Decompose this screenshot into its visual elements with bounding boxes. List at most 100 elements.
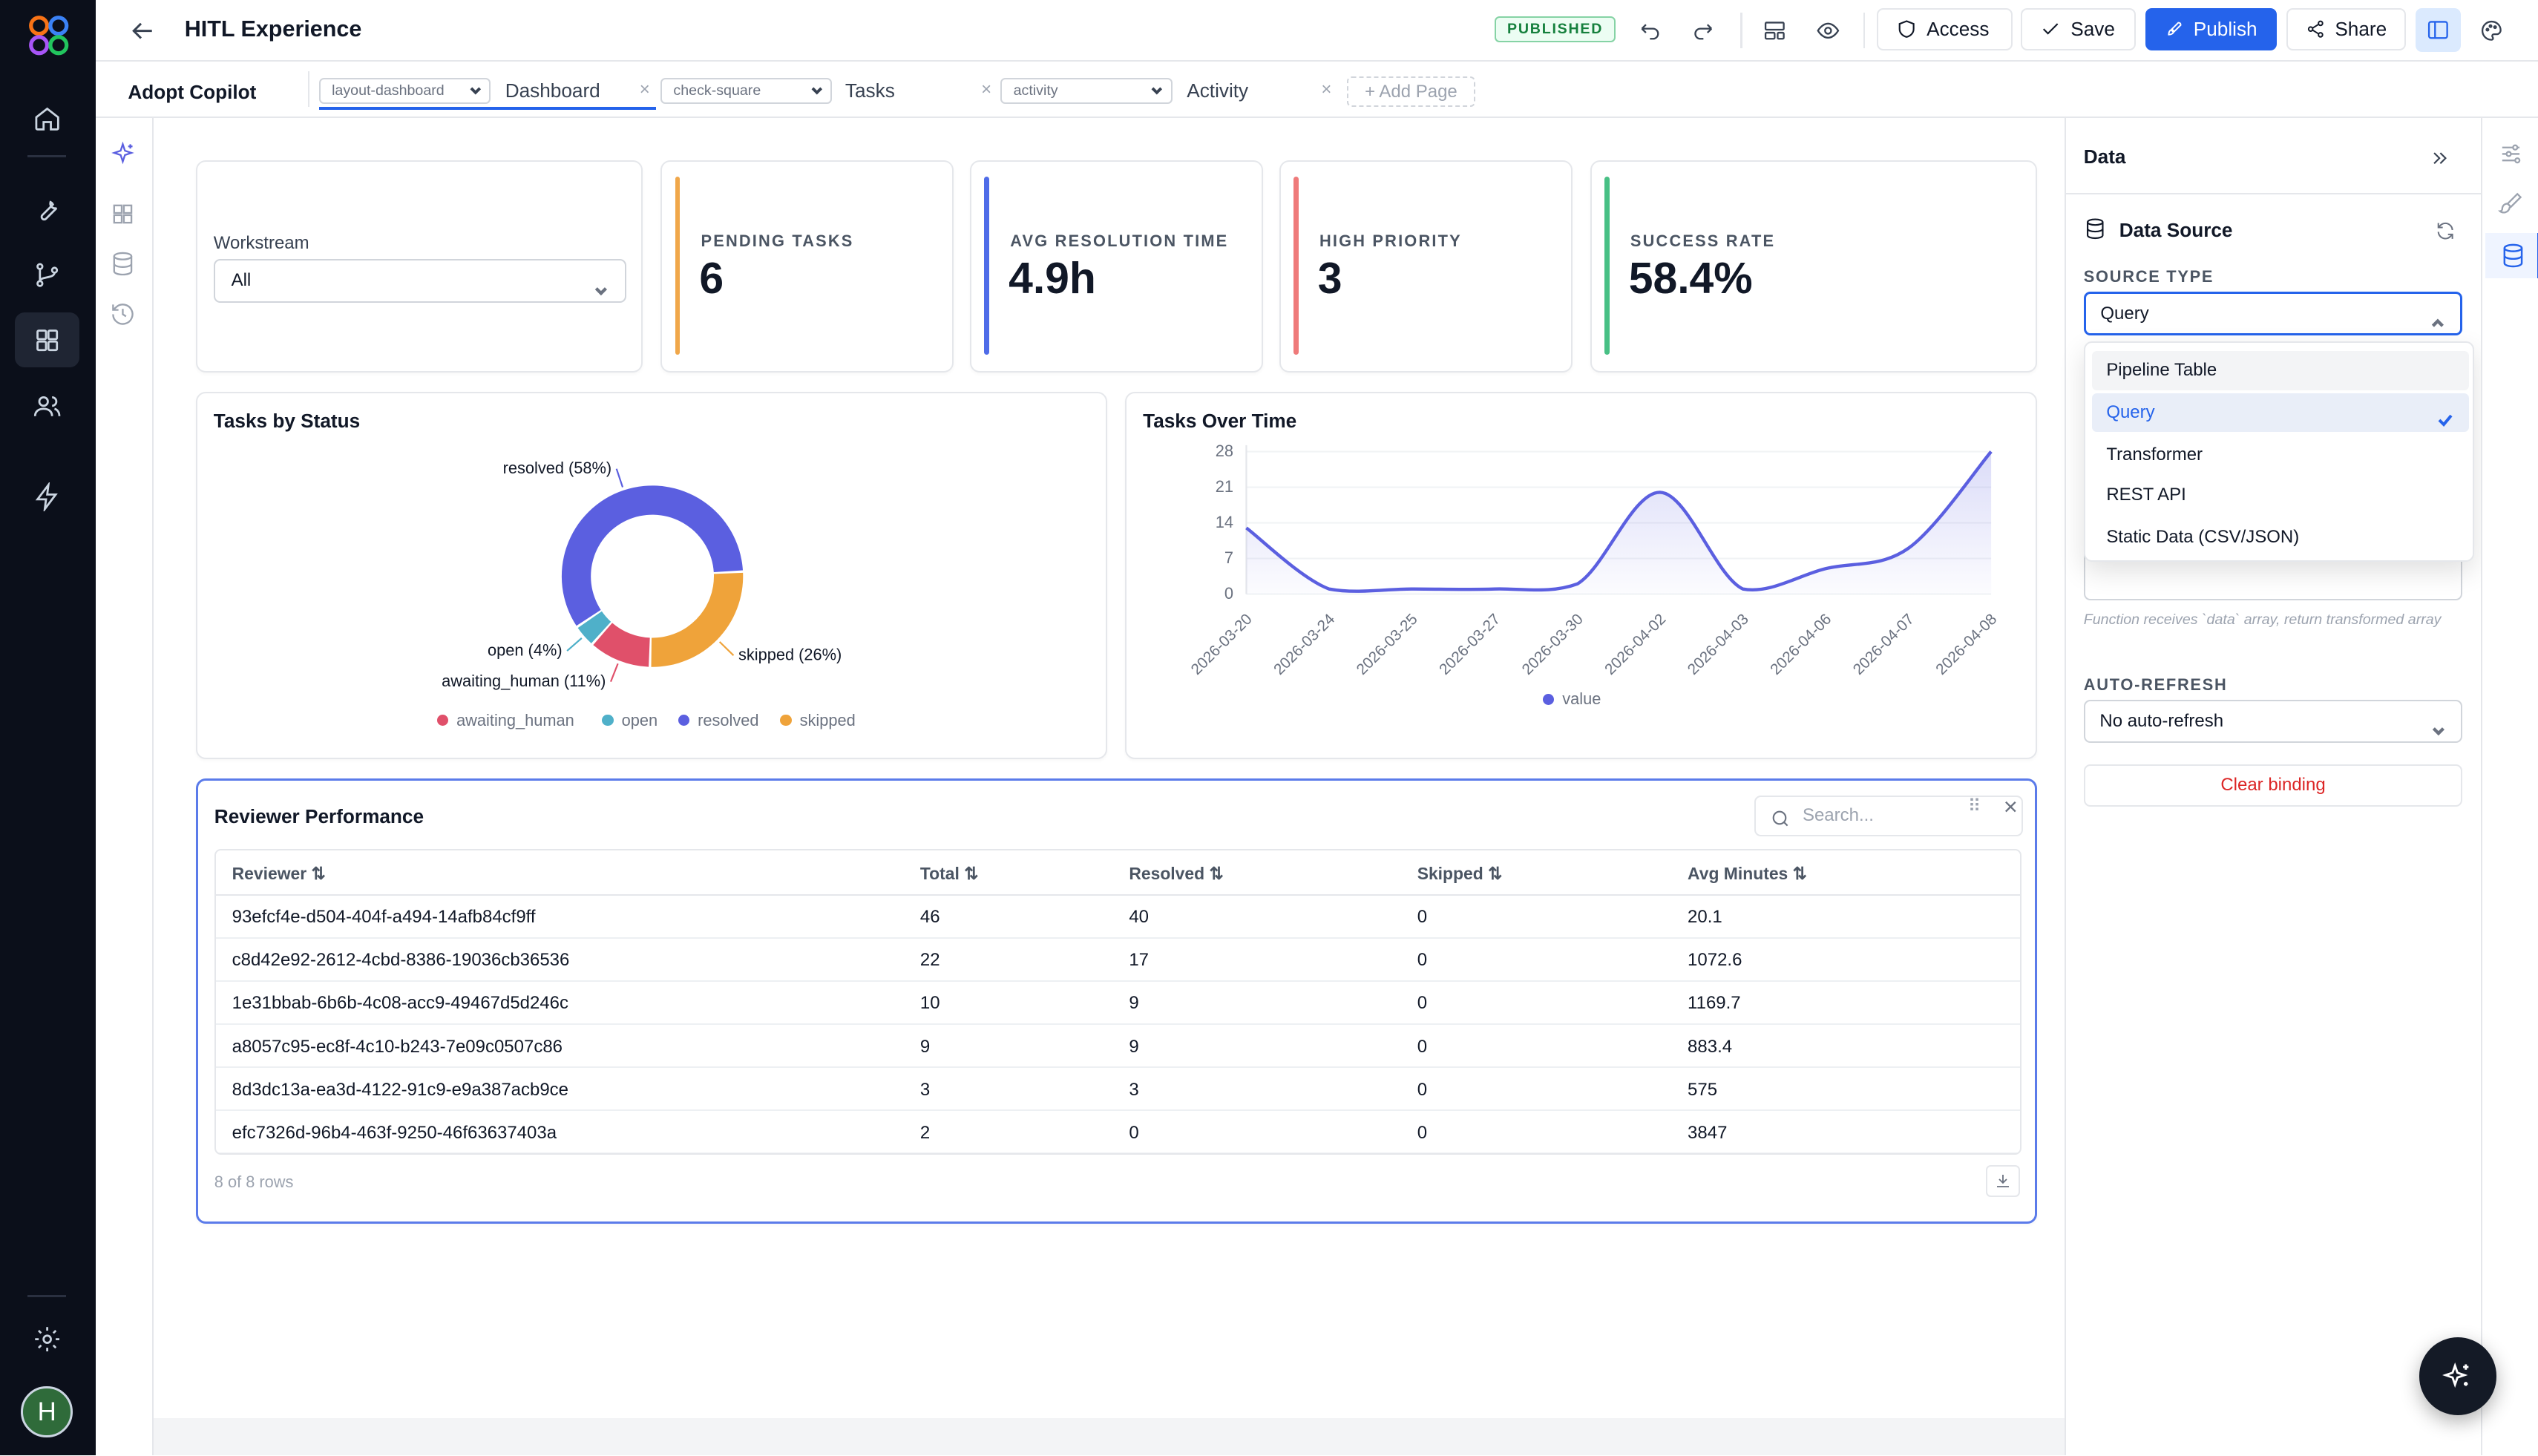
save-button[interactable]: Save xyxy=(2020,7,2136,50)
column-header-reviewer[interactable]: Reviewer ⇅ xyxy=(232,863,326,883)
source-type-select[interactable]: Query xyxy=(2083,291,2463,335)
add-page-button[interactable]: + Add Page xyxy=(1347,76,1475,107)
git-branch-icon[interactable] xyxy=(27,256,66,295)
pie-slice-open[interactable] xyxy=(577,611,611,643)
download-button[interactable] xyxy=(1985,1164,2020,1198)
tab-icon-select[interactable]: layout-dashboard xyxy=(318,77,491,104)
kpi-card-high-priority[interactable]: HIGH PRIORITY 3 xyxy=(1279,160,1573,373)
ai-assistant-fab[interactable] xyxy=(2419,1337,2497,1415)
user-avatar[interactable]: H xyxy=(21,1386,73,1438)
table-row[interactable]: c8d42e92-2612-4cbd-8386-19036cb36536 22 17… xyxy=(215,939,2020,982)
table-row[interactable]: a8057c95-ec8f-4c10-b243-7e09c0507c86 9 9 0 8… xyxy=(215,1025,2020,1069)
chart-title: Tasks Over Time xyxy=(1143,409,1297,432)
refresh-icon[interactable] xyxy=(2435,219,2458,242)
palette-icon[interactable] xyxy=(2476,15,2508,47)
table-cell: 1e31bbab-6b6b-4c08-acc9-49467d5d246c xyxy=(232,993,569,1014)
undo-icon[interactable] xyxy=(1633,15,1666,47)
tasks-over-time-card[interactable]: Tasks Over Time 0 7 14 21 28 2026-03-20 2026-0… xyxy=(1125,391,2038,761)
database-icon[interactable] xyxy=(110,251,139,280)
auto-refresh-select[interactable]: No auto-refresh xyxy=(2083,699,2463,744)
data-tab-active[interactable] xyxy=(2485,233,2538,279)
legend-item[interactable]: awaiting_human xyxy=(436,711,574,730)
dropdown-option-transformer[interactable]: Transformer xyxy=(2106,444,2203,465)
transform-code-editor[interactable] xyxy=(2083,542,2463,601)
table-row[interactable]: 1e31bbab-6b6b-4c08-acc9-49467d5d246c 10 9 0… xyxy=(215,982,2020,1026)
components-grid-icon[interactable] xyxy=(110,201,139,230)
dropdown-option-query[interactable]: Query xyxy=(2091,393,2470,433)
rail-divider xyxy=(27,1295,67,1297)
tab-dashboard[interactable]: Dashboard xyxy=(505,79,600,102)
share-button[interactable]: Share xyxy=(2286,7,2407,50)
source-type-dropdown-menu: Pipeline Table Query Transformer REST AP… xyxy=(2083,341,2474,563)
paintbrush-icon[interactable] xyxy=(2498,191,2525,218)
clear-binding-button[interactable]: Clear binding xyxy=(2083,764,2463,807)
settings-gear-icon[interactable] xyxy=(27,1319,66,1358)
users-icon[interactable] xyxy=(27,387,66,425)
tab-icon-select[interactable]: activity xyxy=(1000,77,1173,104)
panel-layout-toggle[interactable] xyxy=(2416,7,2462,52)
app-name: Adopt Copilot xyxy=(128,81,257,104)
table-row[interactable]: efc7326d-96b4-463f-9250-46f63637403a 2 0 0 3… xyxy=(215,1111,2020,1154)
pie-slice-resolved[interactable] xyxy=(561,485,743,626)
table-cell: 40 xyxy=(1129,907,1150,928)
app-logo-icon[interactable] xyxy=(24,11,73,59)
column-header-avg-minutes[interactable]: Avg Minutes ⇅ xyxy=(1688,863,1807,883)
workstream-filter-card: Workstream All xyxy=(195,160,643,373)
pie-slice-skipped[interactable] xyxy=(651,572,744,667)
history-icon[interactable] xyxy=(110,301,139,330)
legend-item[interactable]: resolved xyxy=(678,711,759,730)
area-fill xyxy=(1246,451,1992,594)
database-icon xyxy=(2084,217,2108,241)
chevron-down-icon xyxy=(2430,714,2447,736)
dropdown-option-rest-api[interactable]: REST API xyxy=(2106,485,2186,505)
tab-icon-select[interactable]: check-square xyxy=(660,77,833,104)
wrench-icon[interactable] xyxy=(27,189,66,228)
right-icon-strip xyxy=(2480,118,2538,1456)
close-icon[interactable]: × xyxy=(2003,792,2018,820)
dropdown-option-pipeline-table[interactable]: Pipeline Table xyxy=(2091,351,2470,390)
table-search-input[interactable]: Search... xyxy=(1754,796,2023,836)
layout-template-icon[interactable] xyxy=(1758,15,1791,47)
legend-item[interactable]: skipped xyxy=(780,711,856,730)
kpi-value: 58.4% xyxy=(1628,255,1753,304)
redo-icon[interactable] xyxy=(1687,15,1719,47)
close-icon[interactable]: × xyxy=(981,79,992,99)
workstream-select[interactable]: All xyxy=(213,258,627,303)
share-icon xyxy=(2307,20,2324,38)
sliders-icon[interactable] xyxy=(2498,141,2525,168)
table-row[interactable]: 8d3dc13a-ea3d-4122-91c9-e9a387acb9ce 3 3 0 5… xyxy=(215,1068,2020,1112)
reviewer-performance-card[interactable]: Reviewer Performance Search... ⠿ × Revie… xyxy=(195,778,2037,1224)
lightning-icon[interactable] xyxy=(27,478,66,517)
pie-slice-awaiting-human[interactable] xyxy=(593,623,650,667)
access-button-label: Access xyxy=(1927,17,1990,40)
chevrons-right-icon[interactable] xyxy=(2429,145,2452,168)
dropdown-option-static-data[interactable]: Static Data (CSV/JSON) xyxy=(2106,526,2300,547)
dashboards-icon[interactable] xyxy=(14,312,79,368)
legend-dot xyxy=(780,714,792,727)
series-line-value[interactable] xyxy=(1245,450,1993,593)
column-header-total[interactable]: Total ⇅ xyxy=(919,863,979,883)
tab-activity[interactable]: Activity xyxy=(1187,79,1249,102)
tasks-by-status-card[interactable]: Tasks by Status skipped (26%) awaiting_hu… xyxy=(195,391,1109,761)
access-button[interactable]: Access xyxy=(1876,7,2013,50)
x-tick-label: 2026-04-03 xyxy=(1685,611,1752,678)
drag-handle-icon[interactable]: ⠿ xyxy=(1967,796,1981,817)
chevron-up-icon xyxy=(2430,306,2446,328)
close-icon[interactable]: × xyxy=(639,79,650,99)
ai-sparkle-icon[interactable] xyxy=(110,141,139,170)
kpi-card-pending-tasks[interactable]: PENDING TASKS 6 xyxy=(660,160,954,373)
legend-item[interactable]: open xyxy=(602,711,658,730)
close-icon[interactable]: × xyxy=(1321,79,1332,99)
tab-tasks[interactable]: Tasks xyxy=(845,79,895,102)
kpi-card-avg-resolution-time[interactable]: AVG RESOLUTION TIME 4.9h xyxy=(969,160,1263,373)
donut-chart[interactable]: skipped (26%) awaiting_human (11%) open (4… xyxy=(197,393,1109,761)
preview-eye-icon[interactable] xyxy=(1811,15,1844,47)
publish-button[interactable]: Publish xyxy=(2145,7,2277,50)
table-row[interactable]: 93efcf4e-d504-404f-a494-14afb84cf9ff 46 40… xyxy=(215,896,2020,939)
column-header-skipped[interactable]: Skipped ⇅ xyxy=(1417,863,1503,883)
home-icon[interactable] xyxy=(27,99,66,137)
kpi-card-success-rate[interactable]: SUCCESS RATE 58.4% xyxy=(1590,160,2037,373)
back-arrow-icon[interactable] xyxy=(128,16,157,45)
column-header-resolved[interactable]: Resolved ⇅ xyxy=(1129,863,1224,883)
